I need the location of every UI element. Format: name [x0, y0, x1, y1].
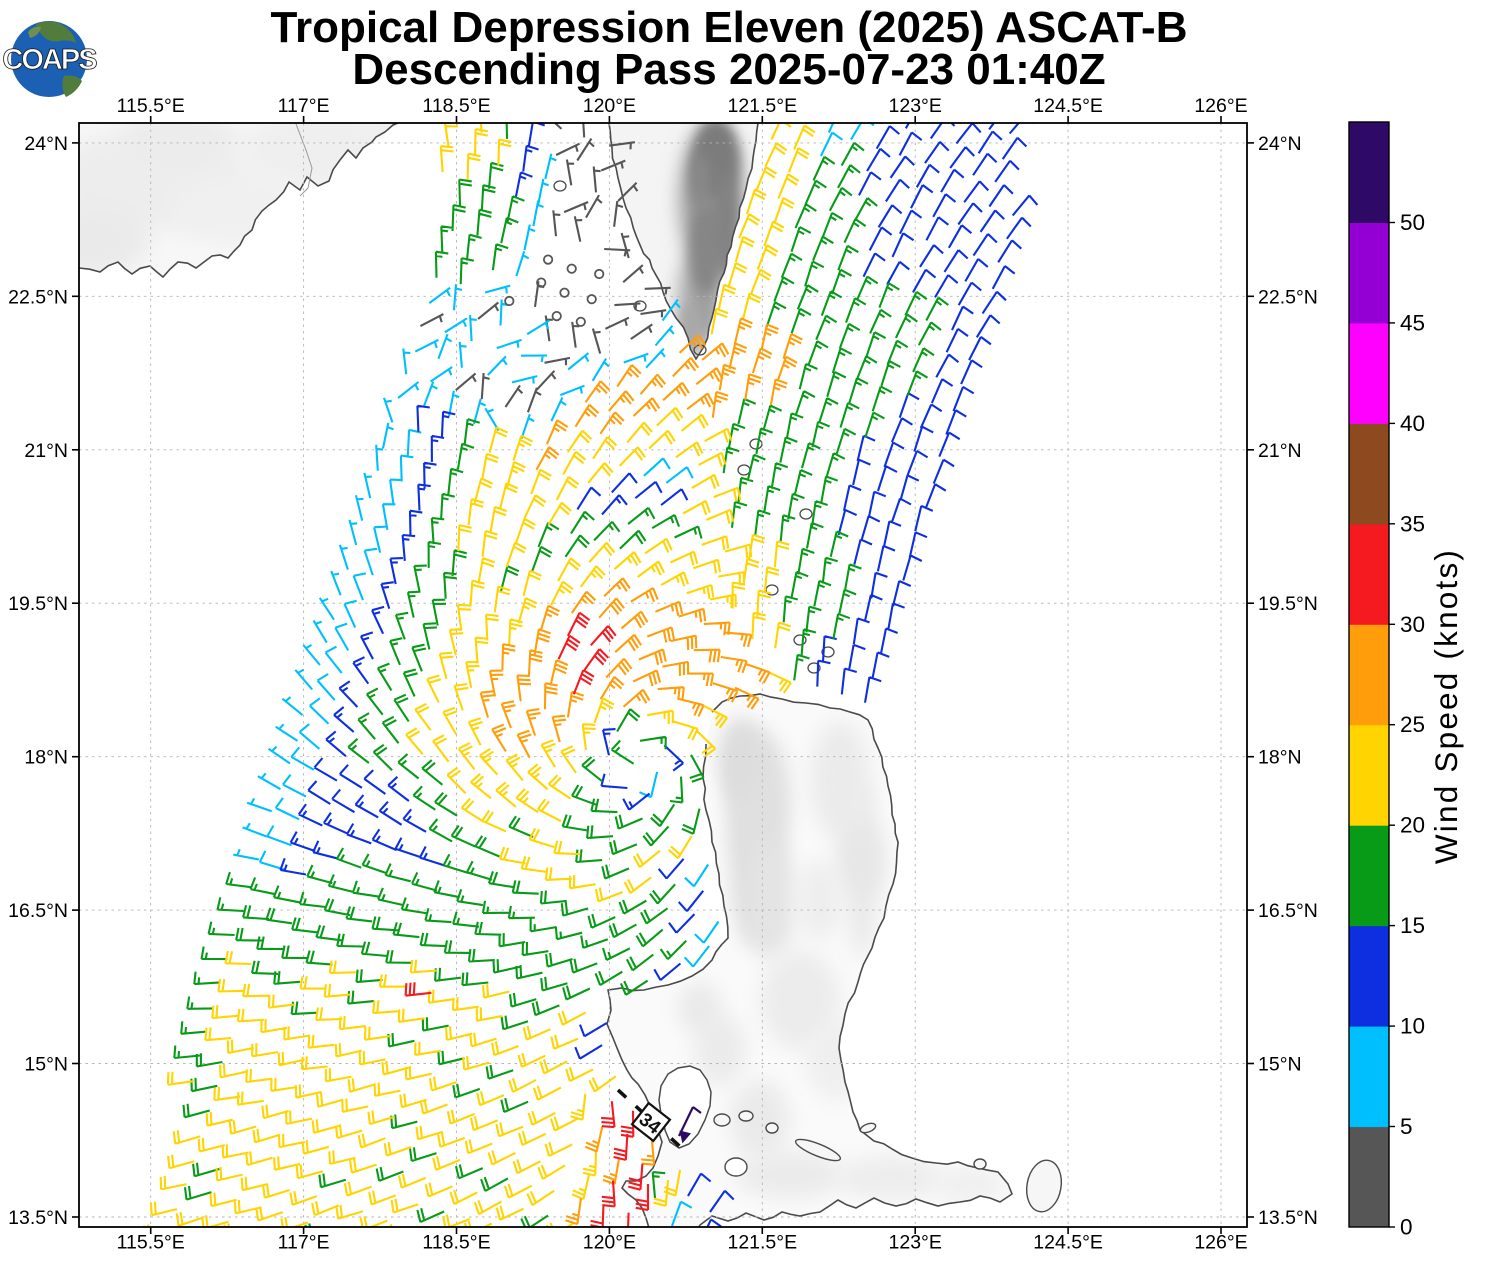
svg-text:13.5°N: 13.5°N: [8, 1207, 68, 1229]
svg-text:15°N: 15°N: [24, 1054, 68, 1076]
svg-text:30: 30: [1400, 612, 1425, 637]
svg-text:0: 0: [1400, 1215, 1413, 1240]
svg-text:21°N: 21°N: [1258, 440, 1302, 462]
svg-text:120°E: 120°E: [583, 95, 636, 117]
svg-text:126°E: 126°E: [1194, 1232, 1247, 1254]
svg-text:Descending Pass 2025-07-23 01:: Descending Pass 2025-07-23 01:40Z: [352, 45, 1105, 94]
svg-text:45: 45: [1400, 310, 1425, 335]
svg-text:40: 40: [1400, 411, 1425, 436]
svg-text:24°N: 24°N: [24, 133, 68, 155]
svg-text:121.5°E: 121.5°E: [727, 95, 797, 117]
svg-text:24°N: 24°N: [1258, 133, 1302, 155]
svg-text:16.5°N: 16.5°N: [1258, 900, 1318, 922]
svg-text:115.5°E: 115.5°E: [117, 95, 185, 117]
svg-text:10: 10: [1400, 1014, 1425, 1039]
svg-text:19.5°N: 19.5°N: [1258, 593, 1318, 615]
svg-text:5: 5: [1400, 1114, 1413, 1139]
svg-text:124.5°E: 124.5°E: [1033, 95, 1103, 117]
svg-text:118.5°E: 118.5°E: [422, 1232, 490, 1254]
svg-text:126°E: 126°E: [1194, 95, 1247, 117]
svg-text:18°N: 18°N: [1258, 747, 1302, 769]
svg-text:15°N: 15°N: [1258, 1054, 1302, 1076]
svg-text:19.5°N: 19.5°N: [8, 593, 68, 615]
svg-text:117°E: 117°E: [278, 95, 330, 117]
svg-text:Tropical Depression Eleven (20: Tropical Depression Eleven (2025) ASCAT-…: [271, 3, 1188, 52]
svg-text:123°E: 123°E: [889, 95, 942, 117]
svg-text:21°N: 21°N: [24, 440, 68, 462]
svg-text:16.5°N: 16.5°N: [8, 900, 68, 922]
svg-text:117°E: 117°E: [278, 1232, 330, 1254]
svg-text:20: 20: [1400, 813, 1425, 838]
svg-text:120°E: 120°E: [583, 1232, 636, 1254]
svg-text:15: 15: [1400, 913, 1425, 938]
svg-text:13.5°N: 13.5°N: [1258, 1207, 1318, 1229]
svg-text:124.5°E: 124.5°E: [1033, 1232, 1103, 1254]
svg-text:18°N: 18°N: [24, 747, 68, 769]
svg-text:22.5°N: 22.5°N: [8, 286, 68, 308]
svg-text:COAPS: COAPS: [2, 44, 97, 76]
svg-text:Wind Speed (knots): Wind Speed (knots): [1428, 548, 1464, 864]
svg-text:118.5°E: 118.5°E: [422, 95, 490, 117]
svg-text:25: 25: [1400, 712, 1425, 737]
svg-text:35: 35: [1400, 511, 1425, 536]
svg-text:50: 50: [1400, 210, 1425, 235]
svg-text:123°E: 123°E: [889, 1232, 942, 1254]
svg-text:121.5°E: 121.5°E: [727, 1232, 797, 1254]
svg-text:115.5°E: 115.5°E: [117, 1232, 185, 1254]
svg-text:22.5°N: 22.5°N: [1258, 286, 1318, 308]
